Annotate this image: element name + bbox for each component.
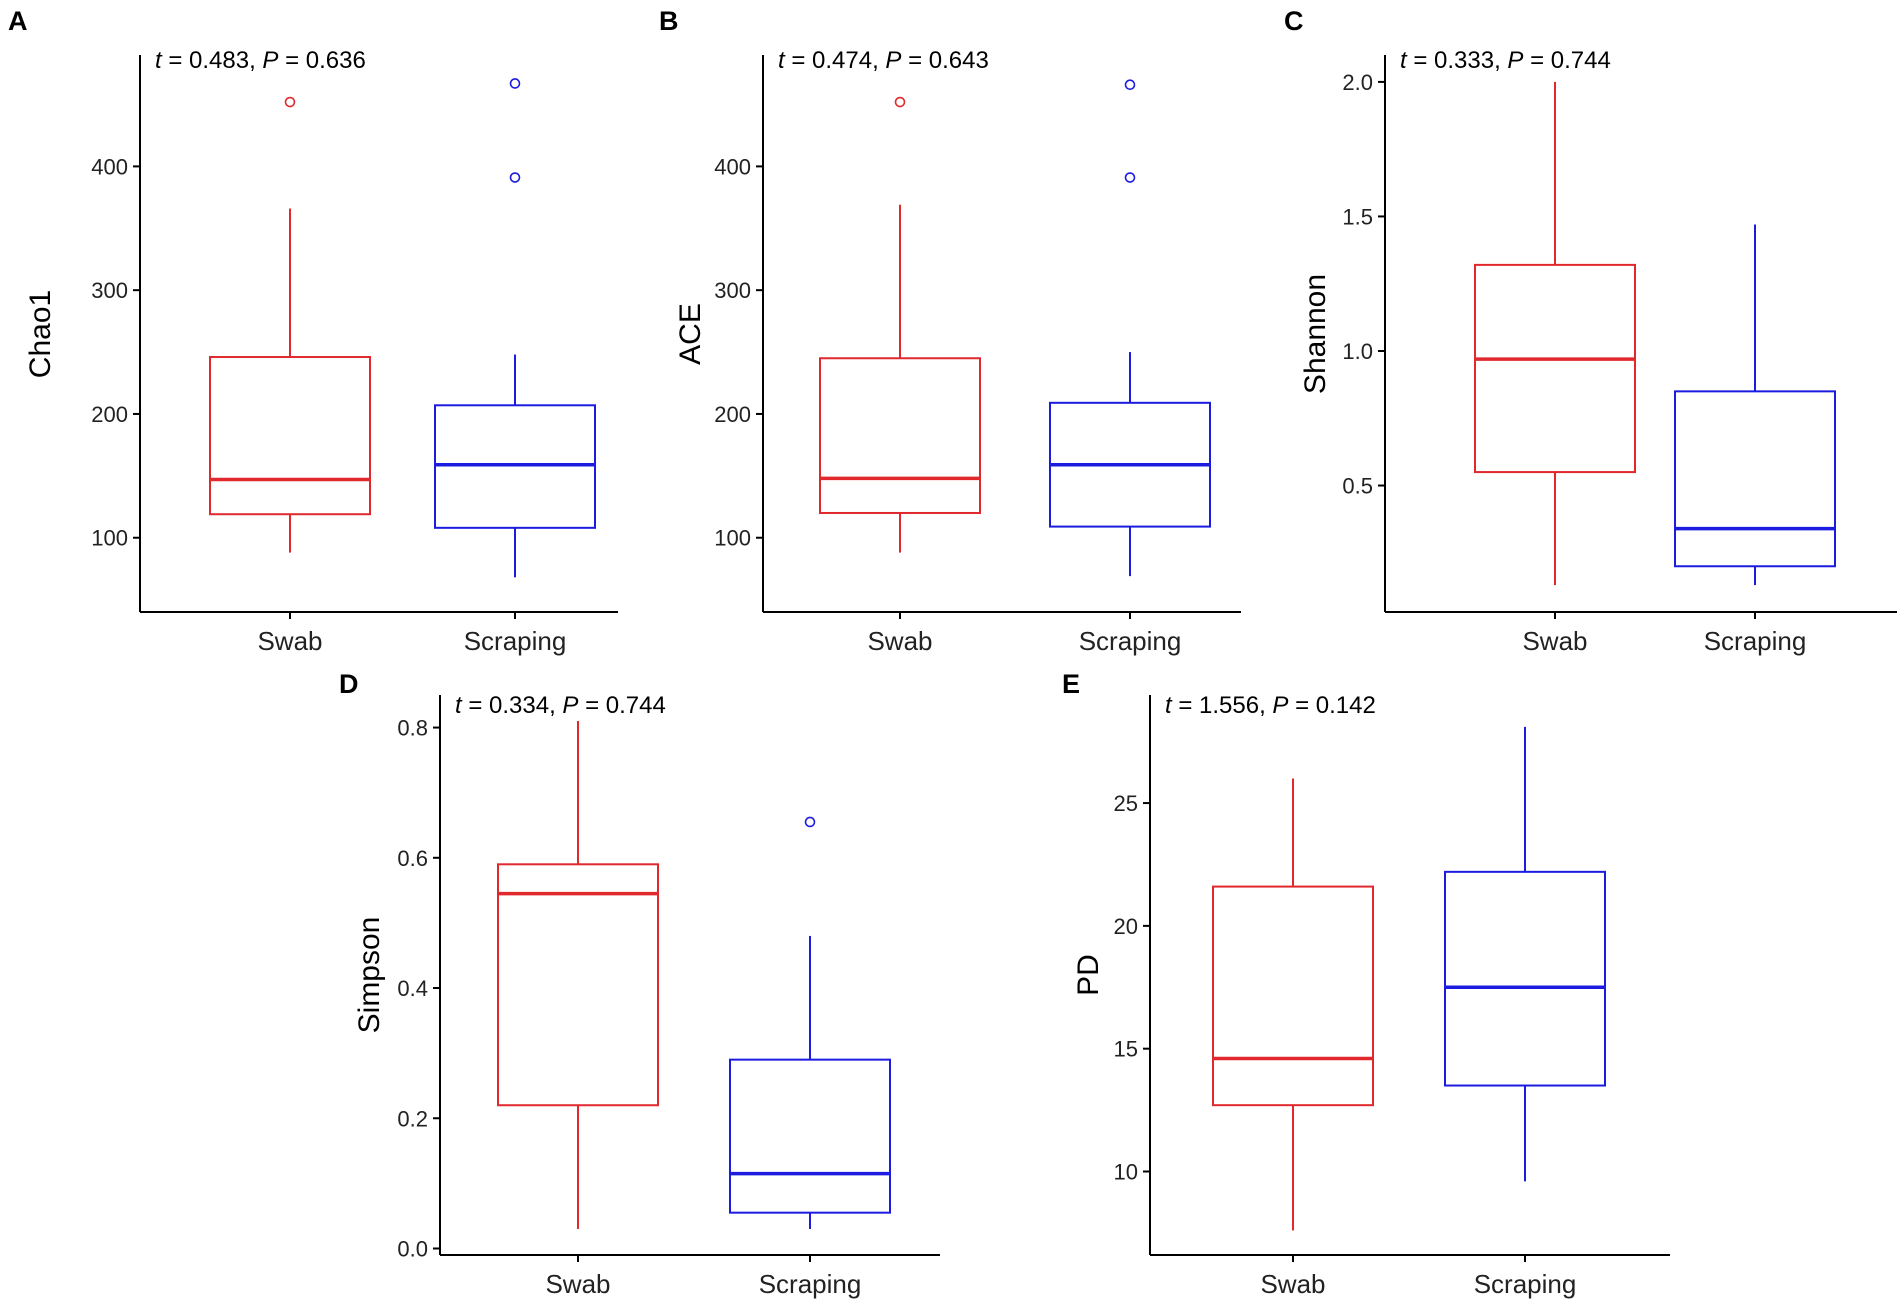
y-axis-title: Shannon [1299, 274, 1332, 394]
panel-letter: D [339, 669, 359, 699]
x-tick-label: Swab [257, 626, 322, 656]
iqr-box [497, 863, 659, 1107]
x-tick-label: Swab [545, 1269, 610, 1299]
box-scraping [729, 816, 891, 1229]
box-scraping [1444, 726, 1606, 1182]
iqr-box [1444, 870, 1606, 1087]
x-tick-label: Scraping [1474, 1269, 1577, 1299]
y-tick-label: 10 [1114, 1159, 1138, 1184]
box-swab [819, 96, 981, 553]
y-tick-label: 2.0 [1342, 70, 1373, 95]
y-tick-label: 200 [91, 402, 128, 427]
box-swab [1212, 778, 1374, 1231]
box-scraping [1049, 79, 1211, 577]
stat-annotation: t = 0.333, P = 0.744 [1400, 47, 1611, 74]
x-tick-label: Swab [1522, 626, 1587, 656]
iqr-box [819, 357, 981, 514]
y-tick-label: 0.5 [1342, 474, 1373, 499]
x-tick-label: Scraping [464, 626, 567, 656]
outlier-point [509, 172, 521, 183]
y-tick-label: 0.8 [397, 716, 428, 741]
box-swab [497, 721, 659, 1229]
iqr-box [434, 404, 596, 529]
stat-annotation: t = 1.556, P = 0.142 [1165, 692, 1376, 719]
x-tick-label: Scraping [759, 1269, 862, 1299]
y-tick-label: 200 [714, 402, 751, 427]
iqr-box [1674, 390, 1836, 568]
outlier-point [1124, 79, 1136, 91]
y-axis-title: PD [1072, 954, 1105, 996]
outlier-point [509, 78, 521, 89]
iqr-box [1212, 885, 1374, 1107]
y-tick-label: 100 [714, 526, 751, 551]
y-axis-title: ACE [674, 303, 707, 365]
y-tick-label: 400 [91, 154, 128, 179]
iqr-box [729, 1058, 891, 1214]
outlier-point [1124, 172, 1136, 183]
y-tick-label: 25 [1114, 791, 1138, 816]
y-tick-label: 0.0 [397, 1236, 428, 1261]
box-scraping [434, 78, 596, 578]
panel-letter: A [8, 6, 28, 36]
outlier-point [284, 96, 296, 108]
y-tick-label: 0.2 [397, 1106, 428, 1131]
panel-letter: E [1062, 669, 1080, 699]
y-tick-label: 0.4 [397, 976, 428, 1001]
outlier-point [804, 816, 816, 828]
x-tick-label: Swab [1260, 1269, 1325, 1299]
box-swab [1474, 81, 1636, 586]
y-tick-label: 20 [1114, 914, 1138, 939]
stat-annotation: t = 0.474, P = 0.643 [778, 47, 989, 74]
y-tick-label: 0.6 [397, 846, 428, 871]
y-tick-label: 300 [91, 278, 128, 303]
x-tick-label: Swab [867, 626, 932, 656]
y-tick-label: 400 [714, 154, 751, 179]
stat-annotation: t = 0.334, P = 0.744 [455, 692, 666, 719]
panel-E: E 10 15 20 25 PD t = 1.556, P = 0.142 Swab Scrap… [1062, 669, 1670, 1299]
panel-letter: B [659, 6, 679, 36]
stat-annotation: t = 0.483, P = 0.636 [155, 47, 366, 74]
panel-letter: C [1284, 6, 1304, 36]
x-tick-label: Scraping [1079, 626, 1182, 656]
box-scraping [1674, 224, 1836, 586]
y-tick-label: 1.0 [1342, 339, 1373, 364]
y-tick-label: 15 [1114, 1037, 1138, 1062]
outlier-point [894, 96, 906, 108]
panel-B: B 100 200 300 400 ACE t = 0.474, P = 0.643 Swab… [659, 6, 1241, 656]
y-tick-label: 300 [714, 278, 751, 303]
y-tick-label: 1.5 [1342, 204, 1373, 229]
panel-D: D 0.0 0.2 0.4 0.6 0.8 Simpson t = 0.334, P = 0.… [339, 669, 940, 1299]
y-axis-title: Chao1 [24, 290, 57, 378]
iqr-box [209, 356, 371, 516]
panel-A: A 100 200 300 400 Chao1 t = 0.483, P = 0.636 Sw… [8, 6, 618, 656]
y-axis-title: Simpson [353, 917, 386, 1034]
iqr-box [1474, 263, 1636, 474]
panel-C: C 0.5 1.0 1.5 2.0 Shannon t = 0.333, P = 0.744… [1284, 6, 1897, 656]
y-tick-label: 100 [91, 526, 128, 551]
box-swab [209, 96, 371, 553]
x-tick-label: Scraping [1704, 626, 1807, 656]
